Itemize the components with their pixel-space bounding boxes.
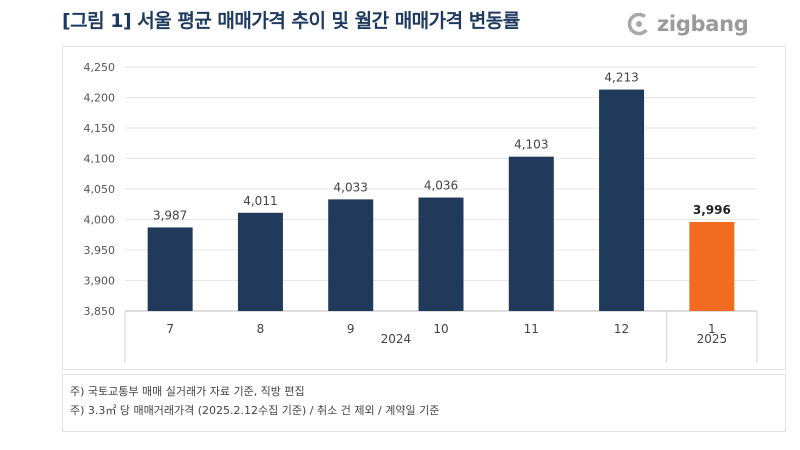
bar: [147, 227, 193, 311]
note-criteria: 주) 3.3㎡ 당 매매거래가격 (2025.2.12수집 기준) / 취소 건…: [70, 404, 440, 417]
zigbang-logo: zigbang: [626, 12, 749, 36]
data-label: 4,103: [514, 138, 548, 152]
data-label: 4,033: [334, 180, 368, 194]
data-label: 3,996: [693, 203, 731, 217]
bar-chart: 3,850 3,900 3,950 4,000 4,050 4,100 4,150 4,200…: [84, 61, 758, 363]
y-tick-label: 3,950: [84, 244, 116, 257]
chart-panel: 3,850 3,900 3,950 4,000 4,050 4,100 4,150 4,200…: [62, 46, 786, 370]
data-label: 4,036: [424, 179, 458, 193]
y-tick-label: 4,000: [84, 214, 116, 227]
notes-box: 주) 국토교통부 매매 실거래가 자료 기준, 직방 편집 주) 3.3㎡ 당 …: [62, 374, 786, 432]
x-tick-label: 12: [614, 322, 629, 336]
x-tick-label: 9: [347, 322, 355, 336]
x-tick-label: 7: [166, 322, 174, 336]
bar: [237, 212, 283, 311]
bar: [508, 156, 554, 311]
zigbang-logo-icon: [627, 12, 651, 36]
x-group-label: 2025: [697, 332, 728, 346]
x-tick-label: 11: [524, 322, 539, 336]
data-label: 4,213: [604, 71, 638, 85]
y-tick-label: 4,100: [84, 153, 116, 166]
logo-text: zigbang: [657, 12, 749, 36]
y-tick-label: 3,900: [84, 275, 116, 288]
data-label: 4,011: [243, 194, 277, 208]
y-tick-label: 4,250: [84, 61, 116, 74]
x-tick-label: 1: [708, 322, 716, 336]
bar: [689, 221, 735, 311]
x-tick-label: 10: [433, 322, 448, 336]
bar: [418, 197, 464, 311]
x-group-label: 2024: [381, 332, 412, 346]
x-tick-label: 8: [257, 322, 265, 336]
note-source: 주) 국토교통부 매매 실거래가 자료 기준, 직방 편집: [70, 385, 305, 398]
bar: [328, 199, 374, 311]
y-tick-label: 4,200: [84, 92, 116, 105]
bar: [599, 89, 645, 311]
y-tick-label: 3,850: [84, 305, 116, 318]
y-tick-label: 4,050: [84, 183, 116, 196]
page-title: [그림 1] 서울 평균 매매가격 추이 및 월간 매매가격 변동률: [62, 10, 520, 32]
data-label: 3,987: [153, 208, 187, 222]
y-tick-label: 4,150: [84, 122, 116, 135]
